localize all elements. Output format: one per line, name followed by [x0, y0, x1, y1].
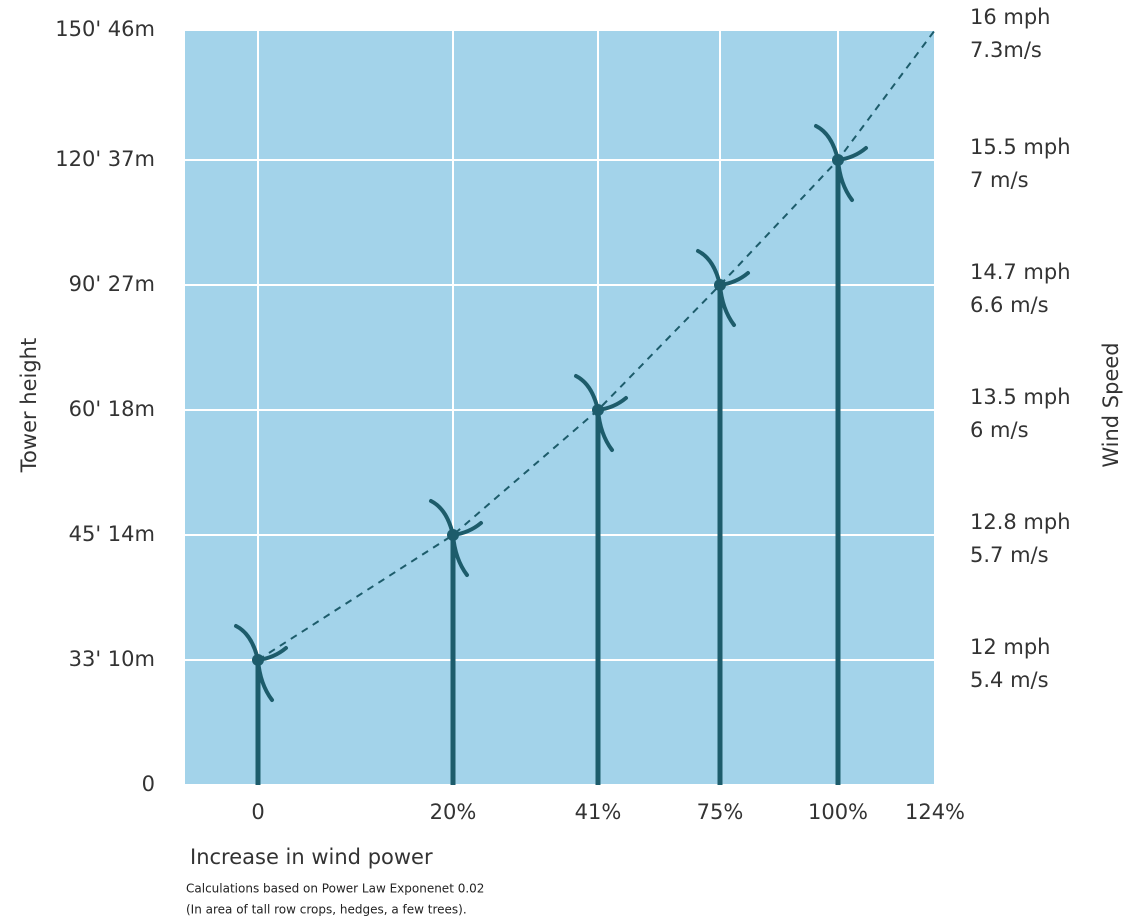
- tower: [718, 285, 723, 785]
- hub: [714, 279, 726, 291]
- y2-tick-label: 5.7 m/s: [970, 543, 1049, 567]
- y-tick-label: 90' 27m: [69, 272, 155, 296]
- y2-tick-label: 14.7 mph: [970, 260, 1071, 284]
- hub: [252, 654, 264, 666]
- y-tick-label: 0: [142, 772, 155, 796]
- y-tick-label: 150' 46m: [55, 17, 155, 41]
- y2-tick-label: 16 mph: [970, 5, 1051, 29]
- y2-tick-label: 5.4 m/s: [970, 668, 1049, 692]
- y2-tick-label: 7 m/s: [970, 168, 1029, 192]
- x-tick-label: 75%: [697, 800, 744, 824]
- note: Calculations based on Power Law Exponene…: [186, 882, 484, 896]
- y2-tick-label: 12.8 mph: [970, 510, 1071, 534]
- tower: [836, 160, 841, 785]
- y-axis-label: Tower height: [17, 338, 41, 473]
- plot-area: [185, 30, 935, 785]
- y2-tick-label: 12 mph: [970, 635, 1051, 659]
- x-tick-label: 124%: [905, 800, 965, 824]
- y-tick-label: 120' 37m: [55, 147, 155, 171]
- y-tick-label: 33' 10m: [69, 647, 155, 671]
- y-tick-label: 60' 18m: [69, 397, 155, 421]
- y2-axis-label: Wind Speed: [1099, 342, 1123, 467]
- hub: [592, 404, 604, 416]
- y-tick-label: 45' 14m: [69, 522, 155, 546]
- x-tick-label: 100%: [808, 800, 868, 824]
- x-tick-label: 0: [251, 800, 264, 824]
- y2-tick-label: 7.3m/s: [970, 38, 1042, 62]
- note: (In area of tall row crops, hedges, a fe…: [186, 903, 467, 917]
- y2-tick-label: 13.5 mph: [970, 385, 1071, 409]
- hub: [447, 529, 459, 541]
- y2-tick-label: 6.6 m/s: [970, 293, 1049, 317]
- x-tick-label: 41%: [575, 800, 622, 824]
- x-tick-label: 20%: [430, 800, 477, 824]
- hub: [832, 154, 844, 166]
- tower: [596, 410, 601, 785]
- y2-tick-label: 6 m/s: [970, 418, 1029, 442]
- x-axis-label: Increase in wind power: [190, 845, 433, 869]
- y2-tick-label: 15.5 mph: [970, 135, 1071, 159]
- tower: [451, 535, 456, 785]
- chart: Tower height Wind Speed Increase in wind…: [0, 0, 1128, 923]
